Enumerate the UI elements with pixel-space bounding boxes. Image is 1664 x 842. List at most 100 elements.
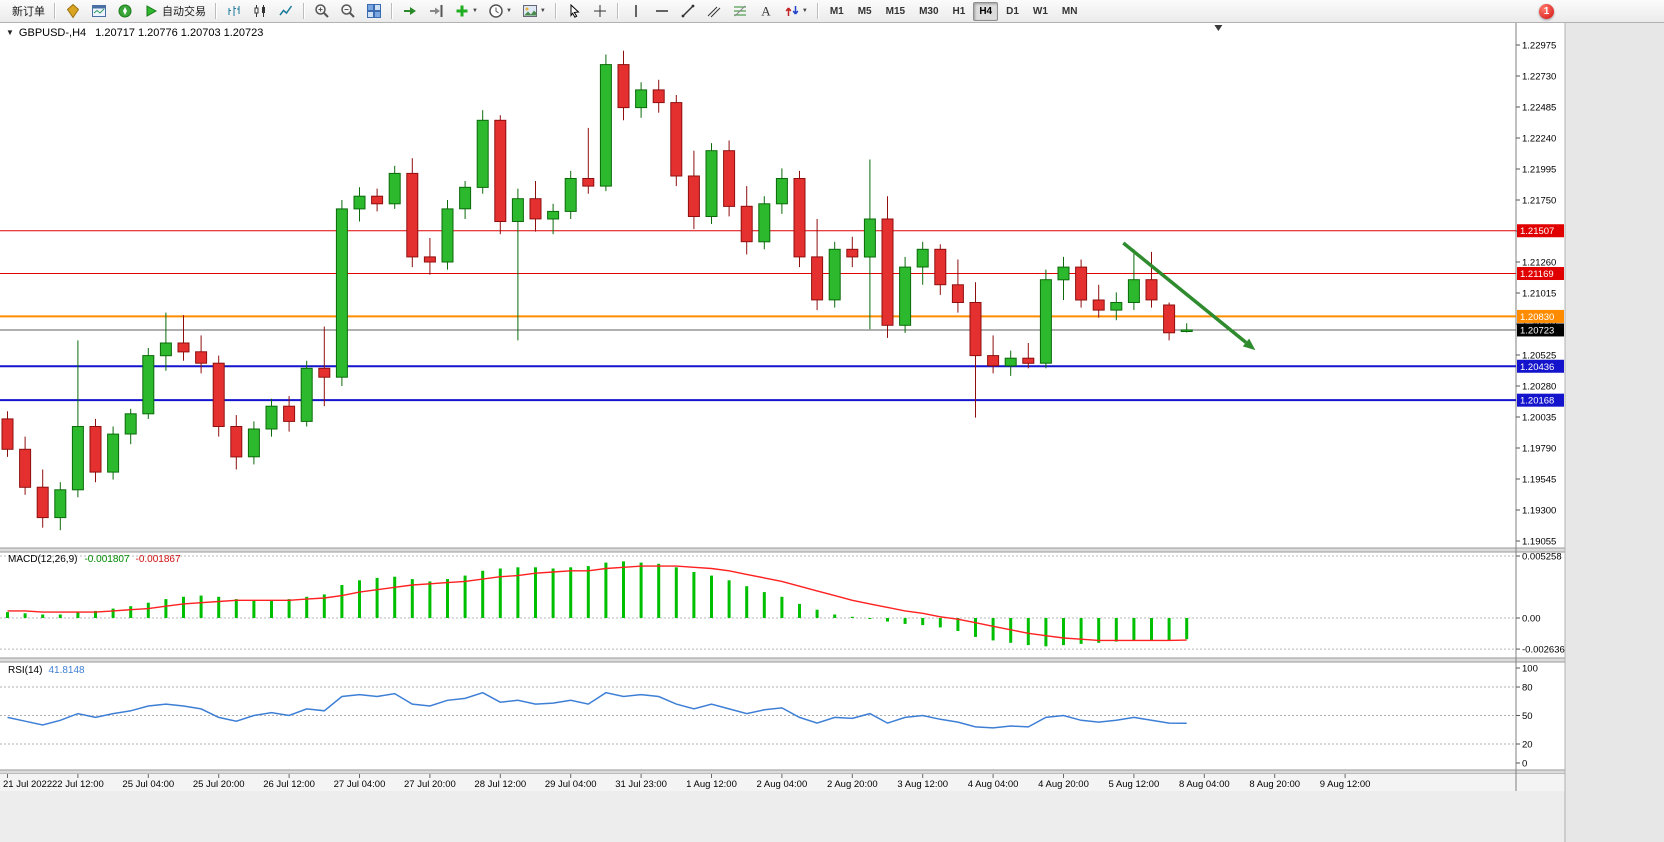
- svg-text:3 Aug 12:00: 3 Aug 12:00: [897, 779, 948, 790]
- navigator-button[interactable]: [113, 1, 137, 22]
- svg-text:1.22485: 1.22485: [1522, 103, 1556, 114]
- svg-text:28 Jul 12:00: 28 Jul 12:00: [474, 779, 526, 790]
- chart-symbol-header: ▼ GBPUSD-,H4 1.20717 1.20776 1.20703 1.207…: [6, 27, 263, 39]
- zoom-out-icon: [341, 4, 355, 18]
- text-button[interactable]: A: [754, 1, 778, 22]
- timeframe-d1-button[interactable]: D1: [1006, 5, 1019, 17]
- svg-text:31 Jul 23:00: 31 Jul 23:00: [615, 779, 667, 790]
- macd-signal-value: -0.001867: [135, 554, 181, 565]
- notifications-badge[interactable]: 1: [1539, 3, 1554, 19]
- timeframe-h4-button[interactable]: H4: [973, 1, 999, 21]
- time-axis[interactable]: 21 Jul 2022 22 Jul 12:00 25 Jul 04:00 25 Ju…: [3, 774, 1370, 790]
- svg-text:1.20035: 1.20035: [1522, 413, 1556, 424]
- symbol-ohlc-values: 1.20717 1.20776 1.20703 1.20723: [95, 27, 264, 39]
- svg-text:21 Jul 2022: 21 Jul 2022: [3, 779, 52, 790]
- svg-text:2 Aug 04:00: 2 Aug 04:00: [757, 779, 808, 790]
- fibonacci-button[interactable]: [728, 1, 752, 22]
- svg-text:80: 80: [1522, 683, 1533, 694]
- timeframe-m5-button[interactable]: M5: [857, 5, 872, 17]
- vertical-line-button[interactable]: [624, 1, 648, 22]
- svg-text:100: 100: [1522, 664, 1538, 675]
- trendline-button[interactable]: [676, 1, 700, 22]
- svg-text:1.22730: 1.22730: [1522, 72, 1556, 83]
- svg-text:8 Aug 04:00: 8 Aug 04:00: [1179, 779, 1230, 790]
- svg-text:27 Jul 20:00: 27 Jul 20:00: [404, 779, 456, 790]
- svg-text:1.22240: 1.22240: [1522, 134, 1556, 145]
- svg-text:1.19055: 1.19055: [1522, 537, 1556, 548]
- line-chart-button[interactable]: [274, 1, 298, 22]
- svg-text:1.21995: 1.21995: [1522, 165, 1556, 176]
- toolbar-separator: [303, 3, 305, 19]
- timeframe-w1-button[interactable]: W1: [1032, 5, 1048, 17]
- rsi-pane[interactable]: [0, 686, 1516, 745]
- svg-text:0: 0: [1522, 759, 1527, 770]
- toolbar-separator: [816, 3, 819, 19]
- arrows-button[interactable]: ▼: [780, 1, 812, 22]
- periods-button[interactable]: ▼: [484, 1, 516, 22]
- svg-text:1.20436: 1.20436: [1520, 362, 1554, 373]
- candles: [1, 50, 1193, 531]
- price-axis[interactable]: 1.22975 1.22730 1.22485 1.22240 1.21995 1.217…: [1516, 41, 1565, 770]
- horizontal-line-button[interactable]: [650, 1, 674, 22]
- svg-text:29 Jul 04:00: 29 Jul 04:00: [545, 779, 597, 790]
- svg-text:1.21507: 1.21507: [1520, 226, 1554, 237]
- macd-pane[interactable]: [0, 555, 1516, 650]
- svg-text:8 Aug 20:00: 8 Aug 20:00: [1249, 779, 1300, 790]
- svg-text:1.20280: 1.20280: [1522, 382, 1556, 393]
- templates-button[interactable]: ▼: [518, 1, 550, 22]
- main-chart-pane[interactable]: [0, 25, 1516, 531]
- candlestick-chart-button[interactable]: [248, 1, 272, 22]
- toolbar: 新订单 自动交易 ▼ ▼ ▼ A ▼ M1 M5 M15 M30 H1 H4 D1 W1 MN 1: [0, 0, 1664, 23]
- timeframe-h1-button[interactable]: H1: [952, 5, 966, 17]
- timeframe-m30-button[interactable]: M30: [919, 5, 939, 17]
- chevron-down-icon: ▼: [472, 8, 478, 14]
- zoom-in-button[interactable]: [310, 1, 334, 22]
- bar-chart-button[interactable]: [222, 1, 246, 22]
- tile-windows-button[interactable]: [362, 1, 386, 22]
- timeframe-m1-button[interactable]: M1: [829, 5, 844, 17]
- svg-text:27 Jul 04:00: 27 Jul 04:00: [334, 779, 386, 790]
- symbol-title: GBPUSD-,H4: [18, 27, 87, 39]
- svg-text:A: A: [761, 4, 771, 19]
- toolbar-separator: [616, 3, 619, 19]
- market-watch-button[interactable]: [61, 1, 85, 22]
- indicators-button[interactable]: ▼: [450, 1, 482, 22]
- channel-button[interactable]: [702, 1, 726, 22]
- chevron-down-icon: ▼: [539, 8, 546, 14]
- channel-icon: [707, 6, 721, 18]
- crosshair-button[interactable]: [588, 1, 612, 22]
- svg-text:26 Jul 12:00: 26 Jul 12:00: [263, 779, 315, 790]
- trend-arrow[interactable]: [1122, 241, 1256, 351]
- macd-indicator-label: MACD(12,26,9) -0.001807 -0.001867: [8, 554, 181, 565]
- auto-scroll-button[interactable]: [398, 1, 422, 22]
- macd-name: MACD(12,26,9): [8, 554, 78, 565]
- new-order-button[interactable]: 新订单: [5, 1, 49, 22]
- svg-text:9 Aug 12:00: 9 Aug 12:00: [1320, 779, 1371, 790]
- svg-text:1 Aug 12:00: 1 Aug 12:00: [686, 779, 737, 790]
- macd-signal-line: [7, 565, 1187, 642]
- market-watch-icon: [66, 3, 80, 19]
- toolbar-separator: [215, 3, 217, 19]
- svg-text:5 Aug 12:00: 5 Aug 12:00: [1109, 779, 1160, 790]
- chart-shift-button[interactable]: [424, 1, 448, 22]
- autotrading-button-label: 自动交易: [162, 6, 206, 18]
- arrows-icon: [785, 6, 799, 16]
- svg-text:1.20830: 1.20830: [1520, 312, 1554, 323]
- timeframe-mn-button[interactable]: MN: [1061, 5, 1078, 17]
- templates-icon: [522, 5, 537, 17]
- svg-text:1.20723: 1.20723: [1520, 325, 1554, 336]
- zoom-out-button[interactable]: [336, 1, 360, 22]
- chevron-down-icon: ▼: [505, 8, 512, 14]
- chart-shift-marker-icon: [1214, 25, 1223, 31]
- macd-main-value: -0.001807: [84, 554, 130, 565]
- autotrading-button[interactable]: 自动交易: [139, 1, 210, 22]
- auto-scroll-icon: [404, 7, 416, 15]
- one-click-trading-caret[interactable]: ▼: [6, 28, 14, 37]
- zoom-in-icon: [315, 4, 329, 18]
- svg-text:22 Jul 12:00: 22 Jul 12:00: [52, 779, 104, 790]
- price-label-1.21507: 1.21507: [1517, 224, 1564, 238]
- timeframe-m15-button[interactable]: M15: [885, 5, 906, 17]
- cursor-button[interactable]: [562, 1, 586, 22]
- data-window-button[interactable]: [87, 1, 111, 22]
